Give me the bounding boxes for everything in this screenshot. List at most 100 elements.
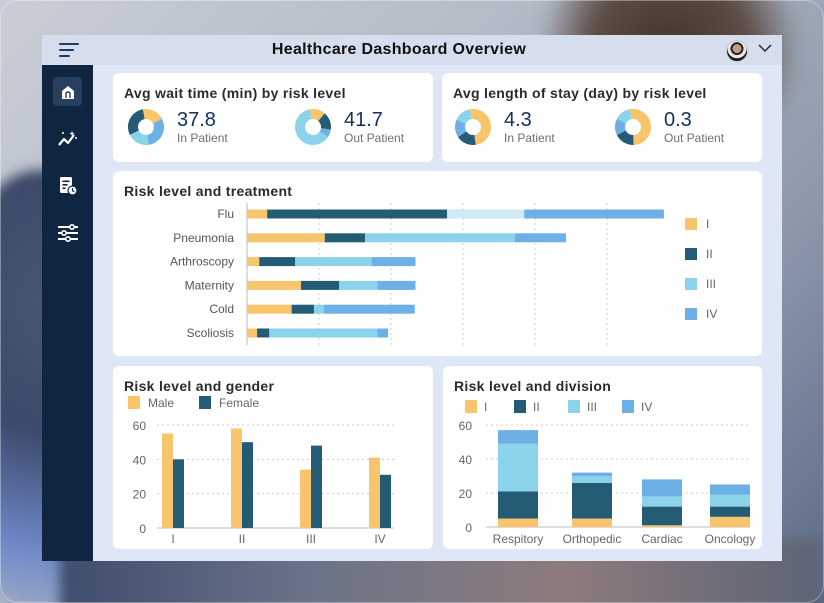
bar-pneumonia-IV: [514, 233, 566, 243]
bar-scoliosis-III: [269, 328, 378, 338]
treatment-chart: Flu Pneumonia Arthroscopy Maternity Cold Scol…: [170, 203, 717, 345]
bar-respitory-IV: [498, 430, 538, 444]
page-title: Healthcare Dashboard Overview: [271, 41, 527, 58]
bar-pneumonia-I: [247, 233, 325, 243]
bar-maternity-II: [301, 280, 340, 290]
bar-respitory-III: [498, 443, 538, 492]
x-tick-label: I: [171, 532, 174, 546]
y-tick-label: 60: [133, 419, 147, 433]
sidebar-item-analytics[interactable]: [53, 124, 82, 153]
kpi-label: Out Patient: [344, 131, 405, 145]
sliders-icon: [57, 223, 78, 242]
legend-swatch-I: [465, 400, 477, 413]
wait-outpatient-kpi: 41.7 Out Patient: [295, 109, 404, 145]
legend-swatch-III: [568, 400, 580, 413]
bar-maternity-I: [247, 280, 301, 290]
legend-label: I: [706, 217, 709, 231]
wait-outpatient-donut: [295, 109, 331, 145]
category-label: Maternity: [185, 278, 234, 292]
legend-label: I: [484, 400, 487, 414]
bar-female-II: [242, 442, 253, 528]
length-of-stay-title: Avg length of stay (day) by risk level: [453, 85, 707, 101]
x-tick-label: II: [239, 532, 246, 546]
kpi-value: 4.3: [504, 109, 532, 131]
sidebar-item-settings[interactable]: [53, 218, 82, 247]
y-tick-label: 40: [133, 453, 147, 467]
kpi-label: In Patient: [504, 131, 555, 145]
category-label: Arthroscopy: [170, 255, 234, 269]
category-label: Scoliosis: [187, 326, 234, 340]
donut-segment-IV: [128, 109, 164, 145]
sidebar-item-home[interactable]: [53, 77, 82, 106]
treatment-chart-card: Risk level and treatment Flu Pneumonia Art…: [113, 171, 762, 356]
legend-label: II: [706, 247, 713, 261]
menu-icon[interactable]: [59, 43, 79, 58]
bar-cardiac-IV: [642, 479, 682, 497]
chevron-down-icon[interactable]: [758, 43, 772, 53]
bar-flu-I: [247, 209, 268, 219]
bar-scoliosis-II: [257, 328, 270, 338]
bar-arthroscopy-I: [247, 257, 260, 267]
top-bar: Healthcare Dashboard Overview: [42, 35, 782, 65]
y-tick-label: 20: [133, 488, 147, 502]
stay-inpatient-kpi: 4.3 In Patient: [455, 109, 555, 145]
legend-label: Male: [148, 396, 174, 410]
donut-segment-IV: [615, 109, 651, 145]
bar-oncology-IV: [710, 484, 750, 495]
home-icon: [61, 85, 74, 99]
legend-swatch-I: [685, 218, 697, 230]
bar-scoliosis-IV: [377, 328, 389, 338]
division-chart-card: Risk level and division I II III IV 0 20 40 60 R…: [443, 366, 762, 549]
y-tick-label: 0: [465, 521, 472, 535]
bar-oncology-I: [710, 516, 750, 527]
donut-segment-III: [615, 109, 651, 145]
avatar[interactable]: [726, 40, 748, 62]
bar-male-III: [300, 469, 311, 528]
gender-chart-card: Risk level and gender Male Female 0 20 40 60 I…: [113, 366, 433, 549]
length-of-stay-card: Avg length of stay (day) by risk level 4…: [442, 73, 762, 162]
kpi-value: 41.7: [344, 109, 383, 131]
bar-maternity-III: [339, 280, 378, 290]
stay-inpatient-donut: [455, 109, 491, 145]
wait-inpatient-kpi: 37.8 In Patient: [128, 109, 228, 145]
bar-male-II: [231, 428, 242, 528]
bar-female-I: [173, 459, 184, 528]
bar-cold-III: [313, 304, 325, 314]
kpi-value: 37.8: [177, 109, 216, 131]
legend-label: Female: [219, 396, 259, 410]
donut-segment-I: [455, 109, 491, 145]
bar-orthopedic-I: [572, 518, 612, 527]
bar-cold-II: [291, 304, 314, 314]
bar-female-IV: [380, 474, 391, 528]
legend-swatch-male: [128, 396, 140, 409]
bar-pneumonia-II: [324, 233, 366, 243]
bar-pneumonia-III: [365, 233, 515, 243]
bar-male-IV: [369, 457, 380, 528]
x-tick-label: Cardiac: [641, 532, 682, 546]
bar-maternity-IV: [377, 280, 416, 290]
legend-label: IV: [706, 307, 717, 321]
donut-segment-II: [128, 109, 164, 145]
y-tick-label: 40: [459, 453, 473, 467]
stay-outpatient-donut: [615, 109, 651, 145]
bar-cardiac-I: [642, 525, 682, 527]
x-tick-label: Oncology: [705, 532, 756, 546]
category-label: Pneumonia: [173, 231, 234, 245]
bar-orthopedic-II: [572, 482, 612, 519]
bar-orthopedic-IV: [572, 472, 612, 476]
bar-flu-III: [447, 209, 525, 219]
treatment-chart-title: Risk level and treatment: [124, 183, 293, 199]
bar-flu-IV: [524, 209, 664, 219]
legend-label: IV: [641, 400, 652, 414]
bar-respitory-I: [498, 518, 538, 527]
sidebar-item-reports[interactable]: [53, 171, 82, 200]
report-clock-icon: [59, 176, 78, 196]
legend-swatch-II: [685, 248, 697, 260]
legend-swatch-III: [685, 278, 697, 290]
legend-label: II: [533, 400, 540, 414]
y-tick-label: 0: [139, 522, 146, 536]
legend-swatch-female: [199, 396, 211, 409]
bar-scoliosis-I: [247, 328, 258, 338]
